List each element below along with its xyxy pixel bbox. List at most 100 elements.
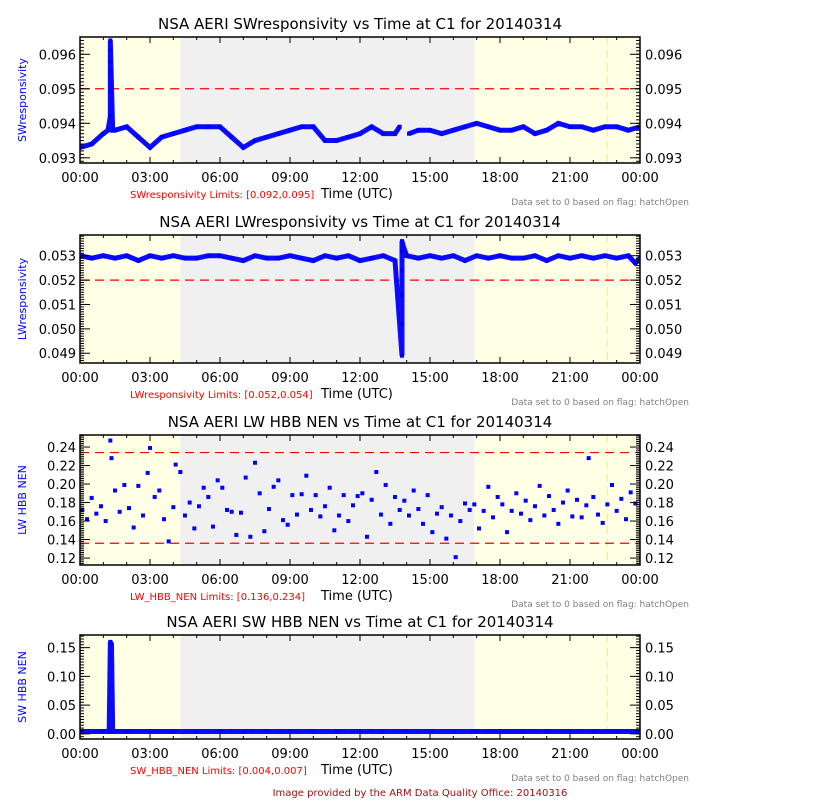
data-point bbox=[624, 517, 628, 522]
data-point bbox=[234, 532, 239, 537]
y-tick-label-left: 0.22 bbox=[47, 460, 76, 475]
data-point bbox=[463, 124, 467, 129]
y-tick-label-left: 0.14 bbox=[47, 534, 76, 549]
data-point bbox=[108, 438, 113, 443]
x-tick-label: 03:00 bbox=[131, 171, 168, 186]
y-tick-label-left: 0.094 bbox=[39, 117, 76, 132]
data-point bbox=[439, 505, 444, 510]
data-point bbox=[253, 253, 257, 258]
data-point bbox=[458, 519, 463, 524]
data-point bbox=[113, 256, 117, 261]
night-shading bbox=[80, 435, 181, 565]
x-tick-label: 00:00 bbox=[621, 747, 658, 762]
data-point bbox=[171, 131, 176, 136]
data-point bbox=[327, 485, 332, 490]
data-point bbox=[544, 128, 549, 133]
data-point bbox=[400, 248, 404, 253]
data-point bbox=[451, 128, 456, 133]
data-point bbox=[113, 488, 117, 493]
series bbox=[80, 239, 640, 358]
x-tick-label: 09:00 bbox=[271, 573, 308, 588]
data-point bbox=[400, 353, 404, 358]
x-tick-label: 06:00 bbox=[201, 747, 238, 762]
data-point bbox=[206, 494, 211, 499]
data-point bbox=[276, 256, 281, 261]
data-point bbox=[358, 258, 362, 263]
data-point bbox=[313, 493, 318, 498]
data-point bbox=[358, 729, 362, 734]
y-tick-label-left: 0.05 bbox=[47, 699, 76, 714]
data-point bbox=[346, 253, 351, 258]
data-point bbox=[323, 504, 327, 509]
data-point bbox=[486, 484, 491, 489]
data-point bbox=[243, 475, 248, 480]
data-point bbox=[568, 124, 572, 129]
y-tick-label-left: 0.096 bbox=[39, 48, 76, 63]
y-tick-label-right: 0.22 bbox=[645, 460, 674, 475]
data-point bbox=[101, 729, 106, 734]
y-tick-label-left: 0.12 bbox=[47, 552, 76, 567]
data-point bbox=[281, 518, 285, 523]
y-tick-label-left: 0.053 bbox=[39, 250, 76, 265]
y-tick-label-right: 0.094 bbox=[645, 117, 682, 132]
data-point bbox=[109, 456, 114, 461]
data-point bbox=[600, 520, 605, 525]
data-point bbox=[400, 268, 404, 273]
data-point bbox=[407, 513, 411, 518]
x-tick-label: 06:00 bbox=[201, 171, 238, 186]
data-point bbox=[619, 496, 624, 501]
data-point bbox=[299, 256, 304, 261]
x-tick-label: 03:00 bbox=[131, 371, 168, 386]
data-point bbox=[514, 491, 519, 496]
night-shading bbox=[474, 635, 640, 739]
data-point bbox=[108, 48, 113, 53]
panel-1: 00:00 03:00 06:00 09:00 12:00 15:00 18:00 21:00… bbox=[16, 15, 689, 208]
series bbox=[80, 639, 640, 735]
x-tick-label: 09:00 bbox=[271, 371, 308, 386]
data-point bbox=[311, 258, 316, 263]
data-point bbox=[404, 253, 409, 258]
data-point bbox=[421, 521, 425, 526]
x-axis-label: Time (UTC) bbox=[320, 187, 393, 202]
data-point bbox=[509, 128, 514, 133]
y-tick-label-left: 0.051 bbox=[39, 298, 76, 313]
data-point bbox=[547, 494, 551, 499]
x-tick-label: 18:00 bbox=[481, 747, 518, 762]
x-tick-label: 00:00 bbox=[621, 171, 658, 186]
data-point bbox=[148, 445, 152, 450]
limits-text: SW_HBB_NEN Limits: [0.004,0.007] bbox=[130, 766, 307, 777]
y-axis-label: SW HBB NEN bbox=[16, 651, 29, 723]
data-point bbox=[439, 256, 444, 261]
data-point bbox=[101, 253, 106, 258]
data-point bbox=[183, 256, 187, 261]
data-point bbox=[106, 128, 110, 133]
data-point bbox=[127, 506, 131, 511]
y-tick-label-right: 0.18 bbox=[645, 497, 674, 512]
data-point bbox=[124, 729, 129, 734]
data-point bbox=[257, 491, 262, 496]
data-point bbox=[430, 530, 435, 535]
data-point bbox=[393, 258, 397, 263]
y-tick-label-right: 0.050 bbox=[645, 323, 682, 338]
data-point bbox=[584, 503, 589, 508]
x-tick-label: 18:00 bbox=[481, 371, 518, 386]
data-point bbox=[481, 508, 486, 513]
data-point bbox=[605, 502, 610, 507]
flag-note: Data set to 0 based on flag: hatchOpen bbox=[511, 198, 689, 208]
data-point bbox=[474, 253, 479, 258]
x-tick-label: 00:00 bbox=[61, 371, 98, 386]
data-point bbox=[117, 509, 122, 514]
data-point bbox=[428, 128, 432, 133]
data-point bbox=[628, 490, 633, 495]
chart-title: NSA AERI LWresponsivity vs Time at C1 fo… bbox=[159, 213, 560, 231]
data-point bbox=[568, 256, 572, 261]
x-tick-label: 12:00 bbox=[341, 371, 378, 386]
series bbox=[80, 438, 638, 560]
night-shading bbox=[474, 37, 640, 163]
day-shading bbox=[180, 435, 475, 565]
data-point bbox=[579, 124, 584, 129]
data-point bbox=[521, 124, 526, 129]
data-point bbox=[453, 555, 458, 560]
y-tick-label-right: 0.24 bbox=[645, 441, 674, 456]
data-point bbox=[614, 256, 619, 261]
